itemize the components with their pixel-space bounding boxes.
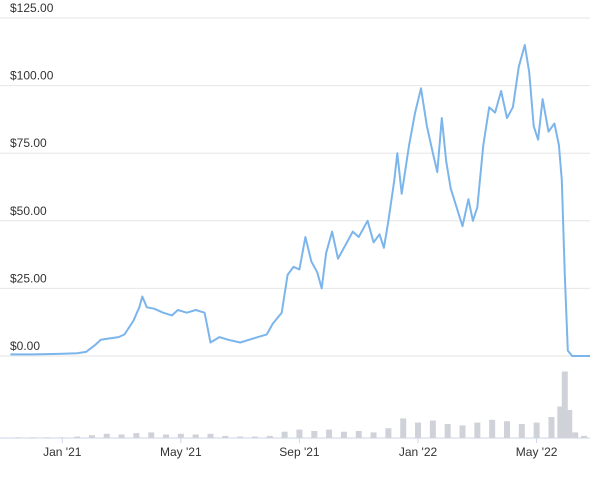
- volume-bar: [415, 422, 422, 438]
- x-tick-label: Jan '22: [399, 445, 438, 459]
- volume-bar: [533, 422, 540, 438]
- volume-bar: [385, 428, 392, 438]
- volume-bar: [237, 436, 244, 438]
- volume-bar: [581, 435, 588, 438]
- volume-bar: [296, 429, 303, 438]
- volume-bar: [163, 434, 170, 438]
- volume-bar: [429, 420, 436, 438]
- y-tick-label: $50.00: [10, 204, 47, 218]
- volume-bar: [444, 424, 451, 438]
- y-tick-label: $100.00: [10, 69, 54, 83]
- volume-bar: [572, 432, 579, 438]
- y-tick-label: $0.00: [10, 339, 40, 353]
- volume-bar: [561, 371, 568, 438]
- volume-bar: [148, 432, 155, 438]
- volume-bar: [88, 435, 95, 438]
- volume-bar: [459, 425, 466, 438]
- volume-bar: [14, 437, 21, 438]
- volume-bar: [133, 433, 140, 438]
- volume-bar: [266, 435, 273, 438]
- volume-bar: [326, 429, 333, 438]
- volume-bar: [518, 424, 525, 438]
- volume-bar: [118, 434, 125, 438]
- x-tick-label: May '21: [160, 445, 202, 459]
- volume-bar: [29, 437, 36, 438]
- price-line: [10, 44, 590, 357]
- volume-bar: [207, 433, 214, 438]
- volume-bar: [44, 437, 51, 438]
- y-tick-label: $75.00: [10, 136, 47, 150]
- volume-bar: [474, 422, 481, 438]
- volume-bar: [177, 433, 184, 438]
- volume-bar: [370, 432, 377, 438]
- volume-bar: [251, 436, 258, 438]
- volume-bar: [489, 419, 496, 438]
- volume-bar: [103, 433, 110, 438]
- y-tick-label: $25.00: [10, 271, 47, 285]
- volume-bar: [340, 431, 347, 438]
- volume-bar: [566, 410, 573, 438]
- volume-bar: [557, 406, 564, 438]
- volume-bar: [192, 434, 199, 438]
- x-tick-label: Jan '21: [43, 445, 82, 459]
- volume-bar: [355, 431, 362, 438]
- volume-bar: [281, 431, 288, 438]
- volume-bar: [222, 435, 229, 438]
- x-tick-label: Sep '21: [279, 445, 320, 459]
- volume-bar: [311, 431, 318, 438]
- volume-bar: [548, 417, 555, 438]
- volume-bar: [74, 436, 81, 438]
- volume-bar: [503, 421, 510, 438]
- y-tick-label: $125.00: [10, 1, 54, 15]
- volume-bar: [400, 418, 407, 438]
- volume-bar: [59, 437, 66, 438]
- x-tick-label: May '22: [516, 445, 558, 459]
